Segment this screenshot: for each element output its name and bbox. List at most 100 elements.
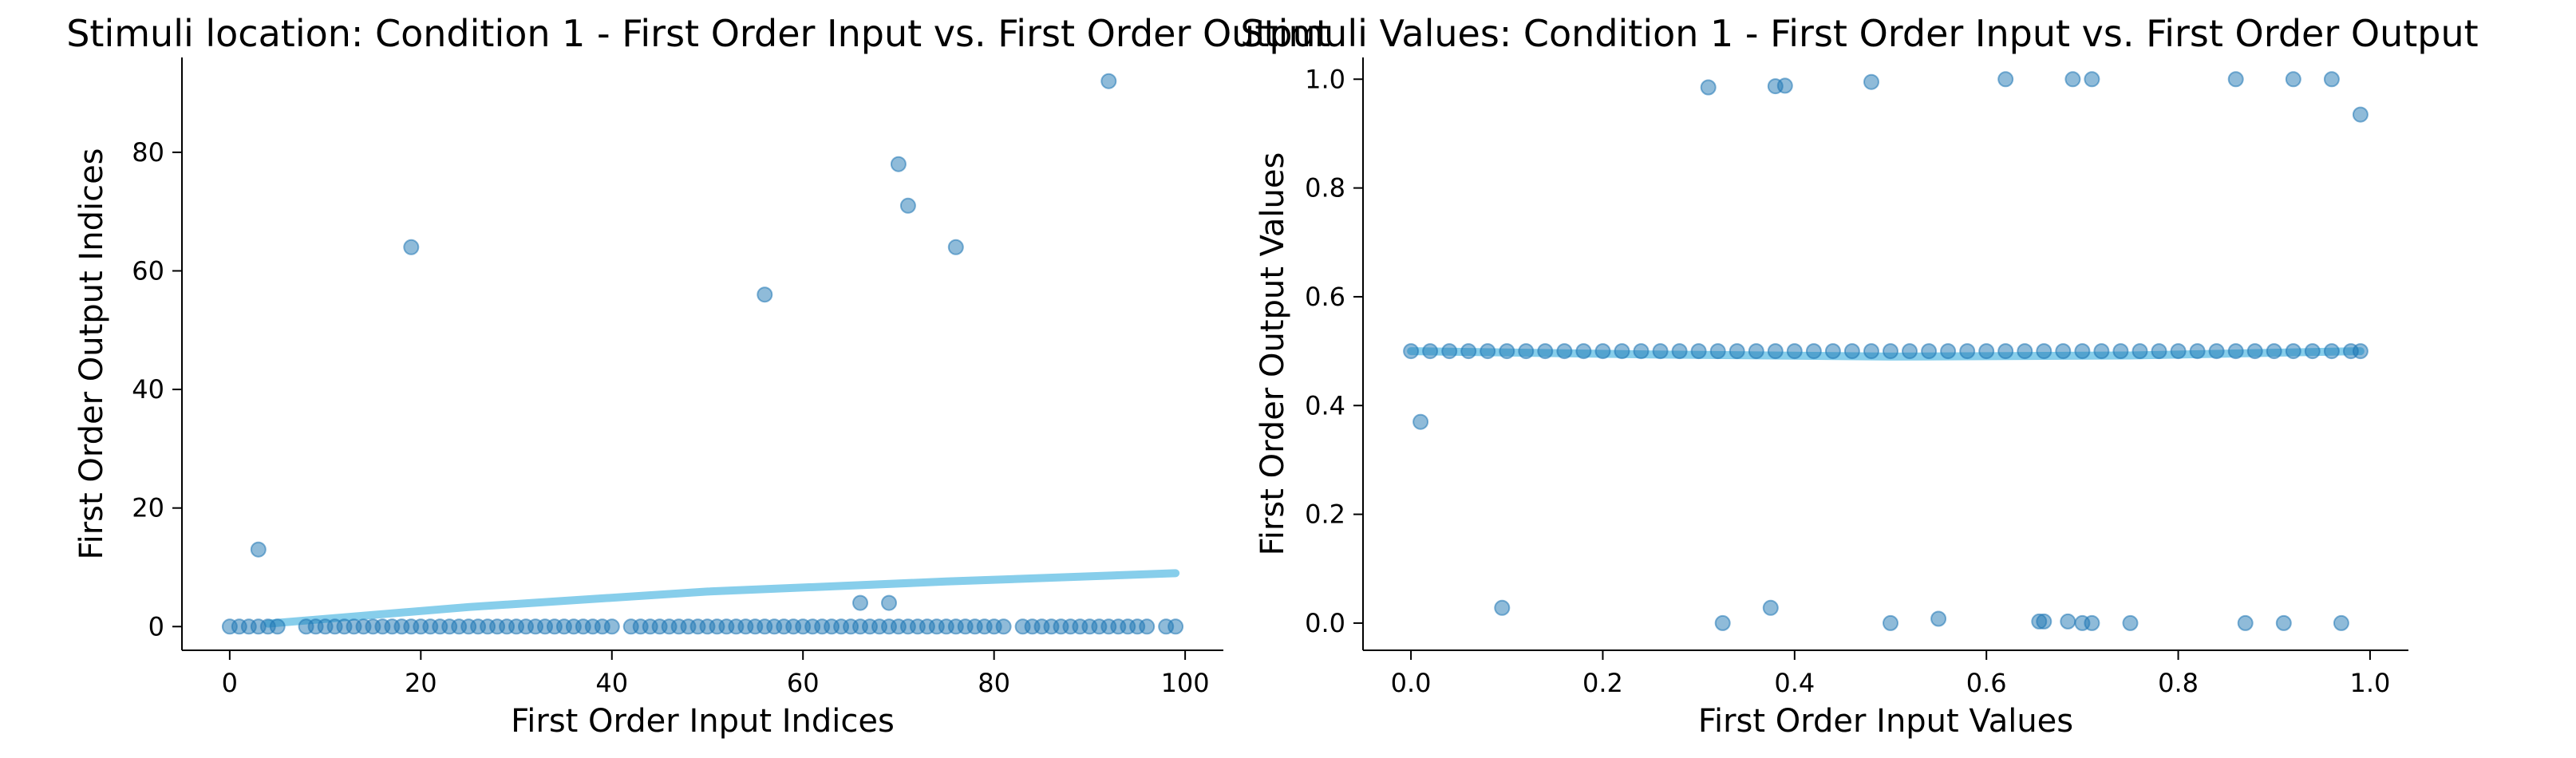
y-tick-label: 0.4 — [1305, 390, 1345, 420]
scatter-point — [1671, 343, 1688, 360]
scatter-point — [2285, 343, 2301, 360]
y-tick-label: 0.8 — [1305, 173, 1345, 203]
scatter-point — [1690, 343, 1707, 360]
scatter-point — [1767, 343, 1784, 360]
scatter-point — [1633, 343, 1650, 360]
x-tick-label: 0.2 — [1582, 668, 1623, 698]
scatter-point — [1518, 343, 1535, 360]
scatter-point — [2333, 614, 2349, 631]
scatter-point — [1167, 618, 1184, 635]
scatter-point — [1594, 343, 1611, 360]
x-tick-label: 0.4 — [1774, 668, 1815, 698]
scatter-point — [1959, 343, 1976, 360]
scatter-point — [1441, 343, 1458, 360]
scatter-point — [2285, 71, 2301, 88]
scatter-point — [2323, 343, 2340, 360]
scatter-point — [2093, 343, 2110, 360]
y-tick-label: 0.2 — [1305, 499, 1345, 530]
scatter-point — [2132, 343, 2148, 360]
scatter-point — [1748, 343, 1764, 360]
scatter-point — [2208, 343, 2225, 360]
scatter-point — [1883, 343, 1898, 360]
x-tick-label: 0.8 — [2158, 668, 2199, 698]
scatter-point — [947, 239, 964, 255]
scatter-point — [1412, 413, 1429, 430]
scatter-point — [2227, 343, 2244, 360]
x-axis-label: First Order Input Indices — [511, 703, 895, 740]
scatter-point — [2036, 343, 2053, 360]
scatter-point — [1614, 343, 1630, 360]
chart-title: Stimuli Values: Condition 1 - First Orde… — [1240, 12, 2478, 55]
trend-line — [263, 569, 1180, 628]
chart-title: Stimuli location: Condition 1 - First Or… — [66, 12, 1330, 55]
scatter-point — [1575, 343, 1592, 360]
scatter-point — [2170, 343, 2187, 360]
scatter-point — [2275, 614, 2292, 631]
scatter-point — [881, 594, 897, 611]
x-tick-label: 0 — [222, 668, 238, 698]
scatter-point — [1902, 343, 1918, 360]
scatter-point — [1997, 343, 2014, 360]
x-axis-label: First Order Input Values — [1698, 703, 2073, 740]
scatter-point — [1776, 77, 1793, 94]
y-tick-label: 80 — [132, 137, 164, 168]
x-tick-label: 100 — [1161, 668, 1210, 698]
x-tick-label: 20 — [405, 668, 437, 698]
scatter-point — [1786, 343, 1803, 360]
scatter-point — [1422, 343, 1439, 360]
scatter-point — [1940, 343, 1957, 360]
scatter-point — [2064, 71, 2081, 88]
x-tick-label: 0.6 — [1966, 668, 2007, 698]
scatter-point — [1863, 343, 1879, 360]
x-tick-label: 1.0 — [2349, 668, 2390, 698]
y-tick-label: 20 — [132, 493, 164, 523]
scatter-point — [1824, 343, 1841, 360]
scatter-point — [2036, 613, 2053, 630]
scatter-point — [2323, 71, 2340, 88]
scatter-point — [1921, 343, 1938, 360]
x-tick-label: 0.0 — [1391, 668, 1432, 698]
x-tick-label: 80 — [978, 668, 1010, 698]
scatter-point — [1494, 599, 1511, 616]
y-axis-label: First Order Output Values — [1254, 152, 1291, 556]
scatter-point — [852, 594, 868, 611]
y-tick-label: 60 — [132, 255, 164, 286]
scatter-point — [2246, 343, 2263, 360]
scatter-point — [2060, 613, 2076, 630]
scatter-point — [1762, 599, 1779, 616]
scatter-point — [1930, 610, 1947, 627]
scatter-point — [2304, 343, 2321, 360]
scatter-point — [2151, 343, 2167, 360]
scatter-point — [2084, 614, 2100, 631]
scatter-point — [2084, 71, 2100, 88]
y-tick-label: 1.0 — [1305, 64, 1345, 94]
scatter-point — [2266, 343, 2282, 360]
scatter-point — [1805, 343, 1822, 360]
scatter-point — [250, 541, 267, 558]
y-tick-label: 40 — [132, 374, 164, 405]
scatter-point — [995, 618, 1012, 635]
scatter-point — [1729, 343, 1745, 360]
scatter-point — [2352, 343, 2369, 360]
scatter-point — [2237, 614, 2254, 631]
scatter-point — [2227, 71, 2244, 88]
scatter-point — [1883, 614, 1898, 631]
scatter-point — [1843, 343, 1860, 360]
scatter-point — [1100, 73, 1117, 89]
scatter-point — [1978, 343, 1995, 360]
scatter-point — [1652, 343, 1669, 360]
scatter-point — [2122, 614, 2139, 631]
scatter-point — [403, 239, 420, 255]
scatter-point — [269, 618, 286, 635]
scatter-point — [1700, 79, 1717, 96]
scatter-point — [2017, 343, 2033, 360]
scatter-point — [603, 618, 620, 635]
scatter-point — [2352, 106, 2369, 123]
scatter-point — [1499, 343, 1515, 360]
y-tick-label: 0.0 — [1305, 608, 1345, 638]
scatter-point — [1403, 343, 1420, 360]
y-tick-label: 0 — [148, 611, 164, 642]
scatter-point — [2189, 343, 2206, 360]
scatter-point — [2074, 343, 2091, 360]
